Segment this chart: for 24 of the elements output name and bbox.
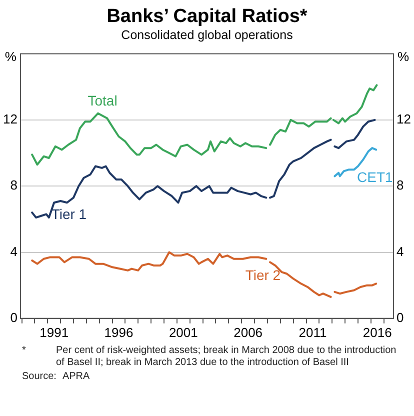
y-tick-label: 0 xyxy=(10,310,18,325)
y-tick-label: 12 xyxy=(2,112,18,127)
chart-subtitle: Consolidated global operations xyxy=(120,28,294,43)
x-tick-label: 2016 xyxy=(362,324,392,340)
series-label: Total xyxy=(88,92,118,108)
y2-tick-label: 12 xyxy=(396,112,412,127)
x-tick-label: 1991 xyxy=(40,324,69,340)
source-note: Source: APRA xyxy=(22,371,90,383)
y2-axis-title: % xyxy=(398,48,410,64)
y-tick-label: 8 xyxy=(10,178,18,193)
y2-tick-label: 4 xyxy=(396,244,404,259)
y2-tick-label: 0 xyxy=(396,310,404,325)
y-tick-label: 4 xyxy=(10,244,18,259)
y2-tick-label: 8 xyxy=(396,178,404,193)
chart-title: Banks’ Capital Ratios* xyxy=(106,6,308,28)
x-tick-label: 2001 xyxy=(168,324,198,340)
series-label: Tier 2 xyxy=(245,266,281,283)
x-tick-label: 2006 xyxy=(234,324,263,340)
x-tick-label: 1996 xyxy=(104,324,134,340)
series-label: Tier 1 xyxy=(51,206,87,222)
text: * Per cent of risk-weighted assets; break in March 2008 due to the introduction of Basel II; break in March 2013 due to the introduction of Basel III xyxy=(22,345,396,368)
series-label: CET1 xyxy=(356,169,393,186)
y-axis-title: % xyxy=(4,48,17,64)
x-tick-label: 2011 xyxy=(298,324,327,340)
